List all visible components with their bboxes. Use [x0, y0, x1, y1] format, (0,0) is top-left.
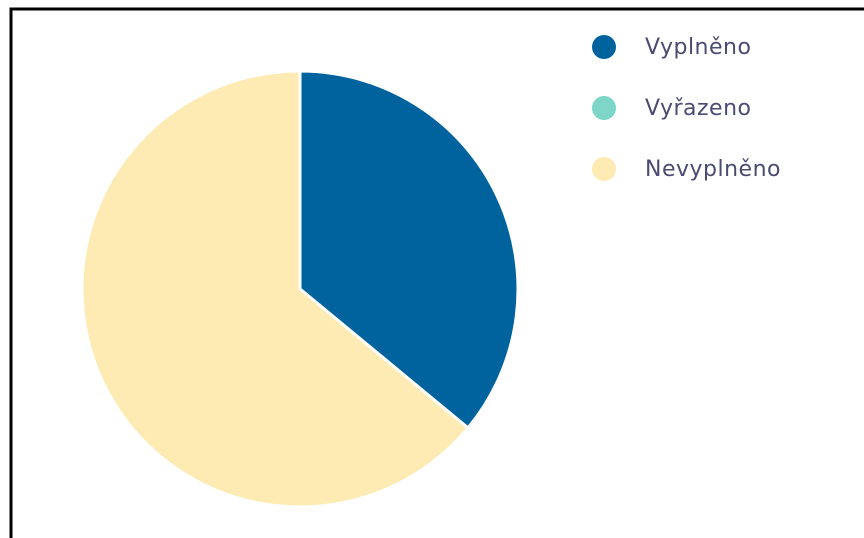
pie-slice	[80, 69, 470, 509]
legend-marker	[592, 157, 616, 181]
pie-slice	[298, 69, 520, 430]
legend-label: Vyřazeno	[645, 96, 752, 121]
frame	[9, 7, 864, 538]
legend-marker	[592, 35, 616, 59]
legend-marker	[592, 96, 616, 120]
legend-label: Nevyplněno	[645, 157, 781, 182]
legend-label: Vyplněno	[645, 35, 751, 60]
